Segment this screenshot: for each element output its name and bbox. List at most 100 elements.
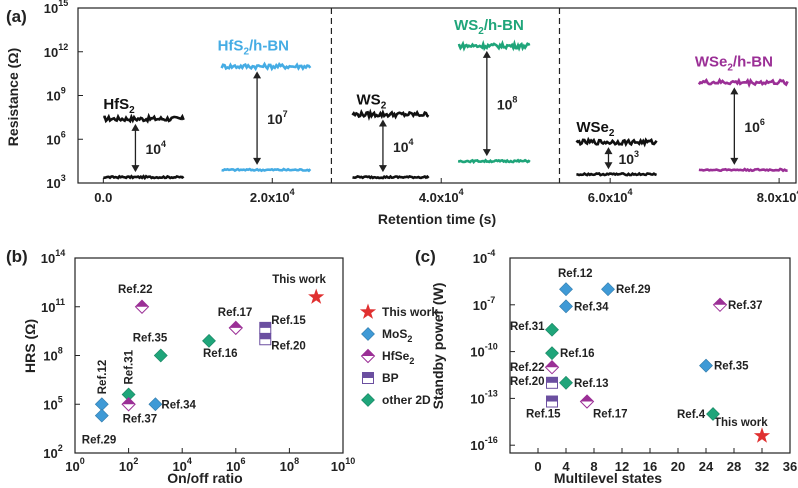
panel-a-xlabel: Retention time (s) xyxy=(378,211,496,227)
panel-b-legend-marker-2-fill xyxy=(361,349,375,356)
panel-b-point-label-10: Ref.37 xyxy=(123,413,158,425)
panel-b-legend-label-4: other 2D xyxy=(382,393,431,407)
panel-a-arrowhead-down-5 xyxy=(730,157,739,165)
panel-a-plot: 0.0 2.0x104 4.0x104 6.0x104 8.0x104 103 106 109… xyxy=(44,0,798,205)
panel-a-hrs-trace-5 xyxy=(697,77,789,89)
panel-a-arrowhead-down-0 xyxy=(131,165,140,173)
panel-a-arrowhead-down-3 xyxy=(482,149,491,157)
panel-c-point-10 xyxy=(579,394,595,409)
panel-c-xtick-label-9: 36 xyxy=(783,459,797,474)
panel-c-point-10-fill xyxy=(580,395,594,402)
panel-a-xtick-label-4: 8.0x104 xyxy=(757,187,798,205)
panel-c-point-1 xyxy=(559,282,573,297)
panel-a-label: (a) xyxy=(6,7,27,26)
panel-c-ylabel: Standby power (W) xyxy=(430,283,446,410)
panel-c-point-6 xyxy=(544,359,560,375)
panel-a-ytick-label-2: 109 xyxy=(46,86,65,104)
panel-c-point-label-3: Ref.34 xyxy=(574,301,609,313)
panel-a-lrs-trace-3 xyxy=(457,158,531,165)
panel-b-point-label-11: Ref.34 xyxy=(161,399,196,411)
panel-c-ytick-label-4: 10-4 xyxy=(473,248,495,266)
panel-c-point-label-2: Ref.29 xyxy=(616,284,651,296)
panel-c-xtick-label-5: 20 xyxy=(671,459,685,474)
panel-a-ratio-2: 104 xyxy=(393,137,414,155)
panel-c-xlabel: Multilevel states xyxy=(554,470,662,486)
panel-c-xtick-label-6: 24 xyxy=(699,459,714,474)
panel-b-point-2-fill xyxy=(229,321,243,328)
panel-c-point-label-4: Ref.31 xyxy=(510,321,545,333)
panel-b-legend-marker-0 xyxy=(359,303,377,319)
panel-a-lrs-trace-0 xyxy=(103,174,185,181)
panel-c-xtick-label-8: 32 xyxy=(755,459,769,474)
panel-b-point-4 xyxy=(259,333,272,346)
panel-b-point-10 xyxy=(121,397,136,412)
panel-a-arrowhead-down-2 xyxy=(378,165,387,173)
panel-c-ytick-label-0: 10-16 xyxy=(470,435,497,453)
panel-b-legend-marker-2 xyxy=(360,348,376,364)
panel-a-ylabel: Resistance (Ω) xyxy=(5,48,21,146)
panel-a-hrs-trace-2 xyxy=(351,108,430,121)
panel-b-point-label-0: This work xyxy=(272,274,326,286)
panel-c-point-12 xyxy=(699,358,713,373)
panel-c-point-4 xyxy=(545,322,559,337)
panel-a-arrowhead-up-2 xyxy=(378,119,387,127)
panel-a-arrowhead-down-1 xyxy=(253,157,262,165)
panel-b-point-0 xyxy=(308,288,325,304)
panel-a-arrowhead-up-4 xyxy=(604,147,613,155)
panel-b-point-9 xyxy=(94,408,109,423)
panel-c-label: (c) xyxy=(415,247,436,266)
panel-a-ytick-label-4: 1015 xyxy=(44,0,68,16)
panel-c-point-8-fill xyxy=(546,377,558,383)
panel-b-plot: 100 102 104 106 108 101010210510810111014This… xyxy=(41,248,439,474)
panel-b-point-label-4: Ref.20 xyxy=(271,340,306,352)
panel-c-xtick-label-7: 28 xyxy=(727,459,741,474)
panel-b-ytick-label-4: 1014 xyxy=(41,248,65,266)
panel-c-point-label-5: Ref.16 xyxy=(560,348,595,360)
panel-c-point-label-6: Ref.22 xyxy=(510,362,545,374)
panel-b-legend-marker-3-fill xyxy=(362,372,374,378)
panel-b-point-label-5: Ref.35 xyxy=(133,333,168,345)
panel-b-legend-marker-1 xyxy=(361,327,375,341)
panel-c-point-label-7: Ref.13 xyxy=(574,378,609,390)
panel-b-legend-label-3: BP xyxy=(382,371,399,385)
panel-c-point-7 xyxy=(559,375,573,390)
panel-b-legend-label-0: This work xyxy=(382,305,438,319)
panel-a-ratio-4: 103 xyxy=(618,149,639,167)
panel-a-arrowhead-up-1 xyxy=(253,71,262,79)
panel-a-ytick-label-0: 103 xyxy=(46,173,65,191)
panel-a-arrowhead-up-0 xyxy=(131,123,140,131)
panel-a-material-label-5: WSe2/h-BN xyxy=(695,53,773,73)
panel-b-xtick-label-1: 102 xyxy=(119,456,138,474)
panel-c-xtick-label-0: 0 xyxy=(534,459,541,474)
panel-b-legend-marker-3 xyxy=(362,372,374,384)
panel-c-ytick-label-1: 10-13 xyxy=(470,388,497,406)
panel-b-point-3-fill xyxy=(259,322,271,328)
panel-a-hrs-trace-1 xyxy=(220,61,312,72)
panel-a-ytick-label-3: 1012 xyxy=(44,42,68,60)
panel-b-ytick-label-3: 1011 xyxy=(41,297,65,315)
panel-b-legend-label-2: HfSe2 xyxy=(382,349,414,366)
panel-b-point-4-fill xyxy=(259,333,271,340)
panel-b-point-label-6: Ref.16 xyxy=(203,348,238,360)
panel-a-xtick-label-0: 0.0 xyxy=(94,190,112,205)
panel-b-ytick-label-0: 102 xyxy=(43,443,62,461)
panel-a-material-label-2: WS2 xyxy=(357,91,387,111)
panel-b-ylabel: HRS (Ω) xyxy=(22,319,38,373)
panel-a-lrs-trace-1 xyxy=(221,167,312,173)
panel-b-point-1-fill xyxy=(135,300,149,307)
panel-a-ratio-3: 108 xyxy=(497,95,518,113)
panel-a-hrs-trace-3 xyxy=(457,39,531,52)
panel-a-material-label-0: HfS2 xyxy=(103,96,135,116)
panel-a-ratio-1: 107 xyxy=(267,109,288,127)
panel-c-point-9 xyxy=(546,395,558,408)
panel-c-ytick-label-3: 10-7 xyxy=(473,295,495,313)
panel-b-point-label-1: Ref.22 xyxy=(118,284,153,296)
panel-c-point-11-fill xyxy=(713,298,727,305)
panel-c-point-label-12: Ref.35 xyxy=(714,361,749,373)
panel-b-point-11 xyxy=(148,397,163,412)
panel-b-point-2 xyxy=(228,320,244,336)
panel-b-point-label-7: Ref.31 xyxy=(124,349,136,384)
panel-a-hrs-trace-0 xyxy=(103,112,185,124)
panel-a-hrs-trace-4 xyxy=(575,136,658,148)
panel-a-material-label-3: WS2/h-BN xyxy=(454,17,524,37)
